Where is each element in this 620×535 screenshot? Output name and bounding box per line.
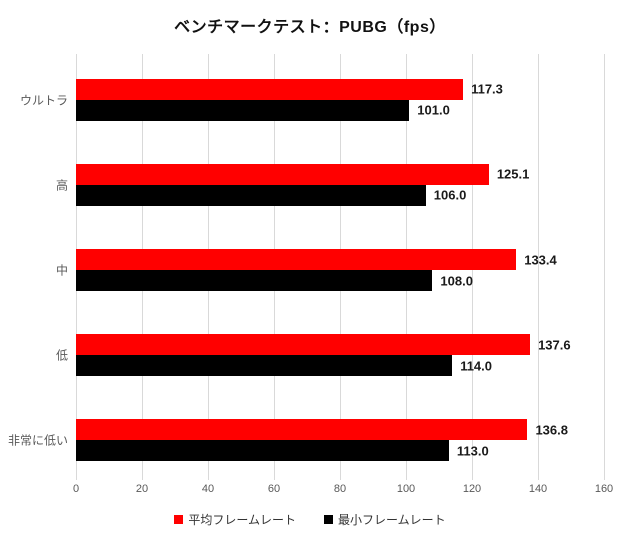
legend-label-average: 平均フレームレート — [188, 513, 296, 527]
category-label: 非常に低い — [7, 433, 68, 448]
bar-minimum — [76, 99, 410, 121]
x-tick-label: 60 — [267, 483, 281, 495]
x-tick-label: 100 — [396, 483, 416, 495]
x-tick-label: 140 — [528, 483, 548, 495]
bar-minimum — [76, 184, 426, 206]
value-label-minimum: 108.0 — [440, 273, 473, 288]
x-tick-label: 120 — [462, 483, 482, 495]
value-label-minimum: 114.0 — [460, 358, 493, 374]
bar-average — [76, 163, 489, 185]
bar-average — [76, 334, 531, 356]
x-tick-label: 80 — [333, 483, 347, 495]
x-tick-label: 160 — [594, 483, 614, 495]
category-label: ウルトラ — [19, 93, 68, 108]
value-label-average: 136.8 — [535, 422, 568, 438]
legend-item-average: 平均フレームレート — [174, 511, 296, 528]
bar-average — [76, 249, 517, 270]
category-label: 低 — [55, 348, 68, 363]
bar-minimum — [76, 355, 453, 377]
bar-average — [76, 419, 528, 441]
x-tick-label: 20 — [135, 483, 149, 495]
value-label-average: 137.6 — [538, 337, 571, 353]
legend-label-minimum: 最小フレームレート — [338, 513, 446, 527]
value-label-minimum: 113.0 — [456, 443, 489, 459]
gridline — [604, 54, 605, 480]
value-label-average: 117.3 — [471, 81, 503, 97]
legend: 平均フレームレート 最小フレームレート — [0, 511, 620, 528]
plot-area: 117.3 101.0 125.1 106.0 133.4 108.0 137.6 114.0… — [76, 54, 605, 480]
legend-item-minimum: 最小フレームレート — [324, 511, 446, 528]
gridline — [538, 54, 539, 480]
bar-minimum — [76, 270, 433, 291]
legend-swatch-average-red — [174, 515, 184, 524]
bar-minimum — [76, 440, 449, 462]
value-label-average: 133.4 — [524, 252, 557, 267]
x-tick-label: 40 — [201, 483, 215, 495]
value-label-minimum: 106.0 — [433, 187, 467, 203]
x-tick-label: 0 — [72, 483, 80, 495]
value-label-average: 125.1 — [496, 166, 530, 182]
bar-average — [76, 78, 464, 100]
value-label-minimum: 101.0 — [417, 102, 450, 118]
legend-swatch-minimum-black — [324, 515, 333, 524]
chart-title: ベンチマークテスト：PUBG（fps） — [174, 19, 446, 36]
category-label: 中 — [55, 263, 68, 278]
category-label: 高 — [55, 178, 68, 193]
